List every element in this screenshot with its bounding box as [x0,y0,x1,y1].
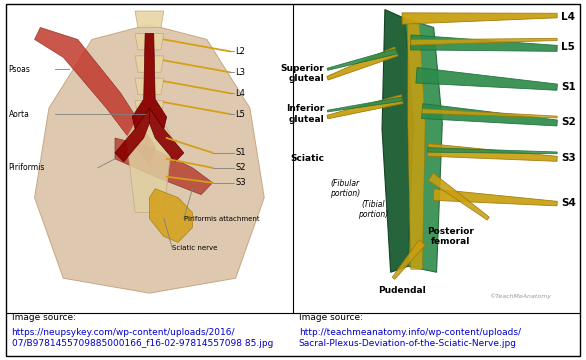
Text: L3: L3 [236,68,246,77]
Polygon shape [327,47,398,80]
Text: Image source:: Image source: [12,313,79,322]
Text: S1: S1 [561,82,576,91]
Text: Aorta: Aorta [9,109,30,118]
Polygon shape [422,109,557,118]
Polygon shape [402,13,557,24]
Text: Piriformis: Piriformis [9,163,45,172]
Polygon shape [135,100,164,117]
Text: L2: L2 [236,47,246,56]
Text: Pudendal: Pudendal [378,286,426,295]
Polygon shape [135,56,164,72]
Text: S3: S3 [561,153,576,163]
Polygon shape [392,240,425,279]
Text: (Fibular
portion): (Fibular portion) [329,179,360,198]
Text: Sciatic nerve: Sciatic nerve [172,246,218,251]
Text: S2: S2 [236,163,246,172]
Polygon shape [135,78,164,95]
Polygon shape [135,11,164,27]
Polygon shape [416,68,557,90]
Text: Superior
gluteal: Superior gluteal [281,64,325,84]
Text: (Tibial
portion): (Tibial portion) [358,200,389,219]
Text: Posterior
femoral: Posterior femoral [428,227,474,246]
Text: Piriformis attachment: Piriformis attachment [184,216,260,221]
Polygon shape [115,108,149,162]
Text: L4: L4 [236,89,246,98]
Polygon shape [421,104,557,126]
Text: S1: S1 [236,148,246,157]
Polygon shape [410,35,557,51]
Text: S4: S4 [561,198,577,208]
Polygon shape [408,22,425,269]
Polygon shape [327,49,397,70]
Text: Psoas: Psoas [9,65,30,74]
Text: Inferior
gluteal: Inferior gluteal [287,104,325,124]
Polygon shape [135,33,164,50]
Text: http://teachmeanatomy.info/wp-content/uploads/
Sacral-Plexus-Deviation-of-the-Sc: http://teachmeanatomy.info/wp-content/up… [299,328,521,347]
Text: Sciatic: Sciatic [291,154,325,163]
Text: S2: S2 [561,117,576,127]
Polygon shape [132,33,166,129]
Polygon shape [428,148,557,154]
Polygon shape [149,189,192,242]
Text: ©TeachMeAnatomy: ©TeachMeAnatomy [489,293,551,299]
Polygon shape [411,39,557,45]
Text: https://neupsykey.com/wp-content/uploads/2016/
07/B9781455709885000166_f16-02-97: https://neupsykey.com/wp-content/uploads… [12,328,273,347]
Text: Image source:: Image source: [299,313,363,322]
Polygon shape [115,138,213,195]
Polygon shape [35,27,155,165]
Polygon shape [35,24,264,293]
Polygon shape [149,108,184,162]
Polygon shape [428,144,557,161]
Polygon shape [382,10,414,272]
Text: S3: S3 [236,178,246,187]
Polygon shape [405,18,442,272]
Polygon shape [127,123,172,212]
Polygon shape [428,173,489,220]
Polygon shape [433,189,557,206]
Text: L4: L4 [561,12,575,22]
Text: L5: L5 [236,109,246,118]
Polygon shape [328,97,403,112]
Text: L5: L5 [561,42,575,52]
Polygon shape [327,95,403,119]
